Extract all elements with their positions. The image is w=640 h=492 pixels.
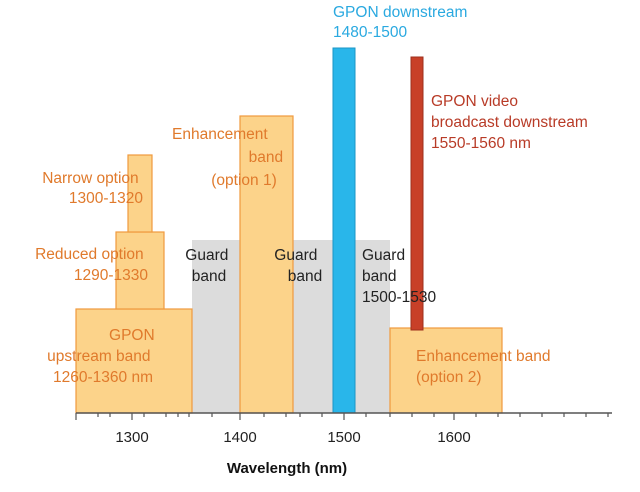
guard-band-3-bar: [355, 240, 390, 413]
guard-band-2-label: Guard band: [274, 247, 322, 285]
upstream-band-label: GPON upstream band 1260-1360 nm: [47, 327, 159, 386]
axis-title: Wavelength (nm): [227, 460, 347, 477]
enhancement-band-2-label: Enhancement band (option 2): [416, 348, 555, 386]
guard-band-2-bar: [293, 240, 333, 413]
enhancement-band-1-label: Enhancement band (option 1): [172, 126, 287, 189]
tick-label-1300: 1300: [115, 429, 148, 446]
guard-band-1-label: Guard band: [185, 247, 232, 285]
video-band-bar: [410, 56, 424, 331]
downstream-band-bar: [332, 47, 356, 414]
tick-label-1400: 1400: [223, 429, 256, 446]
upstream-band-bar: [75, 308, 193, 414]
narrow-option-label: Narrow option 1300-1320: [42, 170, 143, 207]
x-axis-ticks: [75, 413, 609, 420]
downstream-label: GPON downstream 1480-1500: [333, 4, 472, 41]
enhancement-band-1-bar: [239, 115, 294, 414]
video-label: GPON video broadcast downstream 1550-156…: [431, 93, 592, 152]
narrow-option-bar: [127, 154, 153, 233]
tick-label-1600: 1600: [437, 429, 470, 446]
reduced-option-label: Reduced option 1290-1330: [35, 246, 148, 284]
guard-band-1-bar: [192, 240, 240, 413]
guard-band-3-label: Guard band 1500-1530: [362, 247, 437, 306]
reduced-option-bar: [115, 231, 165, 310]
enhancement-band-2-bar: [389, 327, 503, 414]
tick-label-1500: 1500: [327, 429, 360, 446]
